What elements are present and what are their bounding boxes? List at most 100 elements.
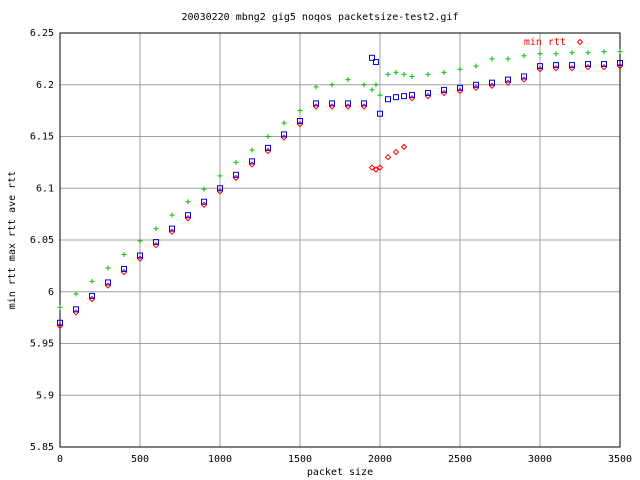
point [425, 90, 431, 97]
point [401, 71, 407, 77]
y-tick-label: 5.95 [30, 339, 54, 350]
point [385, 96, 391, 103]
point [585, 61, 591, 68]
point [169, 225, 175, 232]
point [233, 171, 239, 178]
point [369, 87, 375, 93]
legend-label: min rtt [524, 37, 566, 48]
point [233, 159, 239, 165]
x-tick-label: 3000 [528, 454, 552, 465]
x-tick-label: 1500 [288, 454, 312, 465]
chart-title: 20030220 mbng2 gig5 noqos packetsize-tes… [182, 12, 459, 23]
x-tick-label: 500 [131, 454, 149, 465]
point [384, 153, 392, 161]
point [73, 291, 79, 297]
point [473, 81, 479, 88]
point [409, 92, 415, 99]
point [505, 76, 511, 83]
point [521, 73, 527, 80]
point [377, 110, 383, 117]
point [345, 100, 351, 107]
point [361, 100, 367, 107]
point [569, 50, 575, 56]
point [265, 144, 271, 151]
point [169, 212, 175, 218]
point [297, 108, 303, 114]
point [393, 69, 399, 75]
point [553, 62, 559, 69]
point [265, 134, 271, 139]
point [617, 60, 623, 67]
point [217, 185, 223, 192]
plot-frame [59, 32, 621, 448]
point [217, 173, 223, 179]
point [89, 278, 95, 284]
point [57, 319, 63, 326]
point [400, 143, 408, 151]
point [153, 226, 159, 232]
point [441, 86, 447, 93]
point [185, 212, 191, 219]
point [441, 69, 447, 75]
y-tick-label: 6 [48, 287, 54, 298]
point [105, 265, 111, 271]
y-axis-label: min rtt max rtt ave rtt [7, 171, 18, 309]
y-tick-label: 6.25 [30, 28, 54, 39]
point [249, 147, 255, 153]
point [281, 131, 287, 138]
point [617, 49, 623, 55]
point [249, 158, 255, 165]
y-tick-label: 6.15 [30, 132, 54, 143]
point [137, 238, 143, 244]
y-tick-label: 5.85 [30, 442, 54, 453]
point [489, 79, 495, 86]
x-axis-label: packet size [307, 467, 373, 478]
point [105, 279, 111, 286]
point [392, 148, 400, 156]
point [377, 92, 383, 98]
point [137, 252, 143, 259]
point [473, 63, 479, 69]
point [457, 66, 463, 72]
point [361, 82, 367, 88]
point [537, 51, 543, 57]
point [57, 304, 63, 310]
point [585, 50, 591, 56]
point [537, 63, 543, 70]
point [373, 58, 379, 65]
point [89, 292, 95, 299]
x-tick-label: 3500 [608, 454, 632, 465]
point [372, 166, 380, 173]
point [409, 73, 415, 79]
y-tick-label: 6.2 [36, 80, 54, 91]
x-tick-label: 1000 [208, 454, 232, 465]
point [313, 84, 319, 90]
point [425, 71, 431, 77]
point [376, 164, 384, 171]
point [601, 61, 607, 68]
point [569, 62, 575, 69]
point [281, 120, 287, 126]
point [505, 56, 511, 62]
point [457, 84, 463, 91]
point [393, 94, 399, 101]
point [297, 117, 303, 124]
point [329, 82, 335, 88]
point [313, 100, 319, 107]
point [153, 239, 159, 246]
y-tick-label: 6.05 [30, 235, 54, 246]
point [553, 51, 559, 57]
point [345, 77, 351, 83]
x-tick-label: 2000 [368, 454, 392, 465]
point [121, 251, 127, 257]
point [385, 71, 391, 77]
point [368, 164, 376, 171]
point [401, 93, 407, 100]
point [121, 265, 127, 272]
legend-marker [576, 38, 584, 46]
x-tick-label: 0 [57, 454, 63, 465]
point [201, 186, 207, 192]
point [369, 54, 375, 61]
y-tick-label: 5.9 [36, 390, 54, 401]
